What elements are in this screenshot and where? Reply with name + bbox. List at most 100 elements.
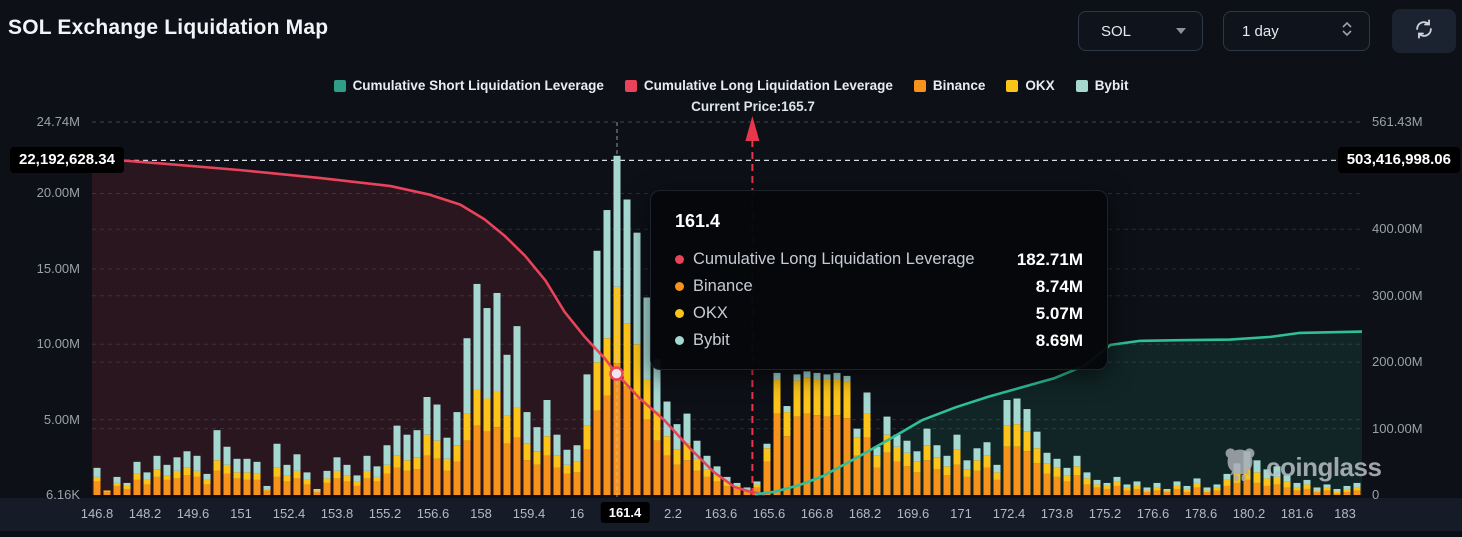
chevron-down-icon	[1176, 28, 1186, 34]
tooltip-series-label: Bybit	[693, 331, 730, 349]
bar-segment-bybit	[263, 485, 271, 489]
bar-segment-bybit	[1223, 473, 1231, 480]
chart-tooltip: 161.4 Cumulative Long Liquidation Levera…	[650, 190, 1108, 370]
legend-item[interactable]: Cumulative Short Liquidation Leverage	[333, 78, 604, 93]
bar-segment-okx	[343, 475, 351, 482]
bar-segment-okx	[513, 407, 521, 438]
bar-segment-binance	[673, 464, 681, 495]
bar-segment-binance	[433, 458, 441, 495]
bar-segment-okx	[1183, 488, 1191, 492]
bar-segment-okx	[763, 448, 771, 462]
bar-segment-okx	[113, 482, 121, 486]
legend-swatch	[1006, 79, 1019, 92]
bar-segment-okx	[213, 460, 221, 471]
bar-segment-binance	[823, 416, 831, 495]
legend-label: Bybit	[1094, 78, 1129, 93]
bar-segment-binance	[443, 470, 451, 495]
bar-segment-okx	[193, 470, 201, 477]
bar-segment-binance	[403, 470, 411, 495]
bar-segment-binance	[1243, 479, 1251, 495]
bar-segment-binance	[273, 476, 281, 495]
bar-segment-binance	[213, 470, 221, 495]
tooltip-series-value: 182.71M	[1016, 249, 1083, 269]
bar-segment-okx	[263, 488, 271, 491]
x-axis-tick: 159.4	[512, 506, 546, 521]
bar-segment-binance	[423, 455, 431, 495]
bar-segment-binance	[513, 437, 521, 495]
max-bar-value-badge: 22,192,628.34	[10, 147, 124, 173]
bar-segment-bybit	[173, 457, 181, 471]
bar-segment-binance	[633, 398, 641, 495]
bar-segment-bybit	[623, 199, 631, 324]
legend-label: Cumulative Short Liquidation Leverage	[352, 78, 604, 93]
bar-segment-bybit	[353, 475, 361, 482]
bar-segment-okx	[663, 436, 671, 456]
bar-segment-bybit	[863, 392, 871, 414]
legend-label: Binance	[932, 78, 986, 93]
bar-segment-binance	[833, 415, 841, 495]
bar-segment-okx	[493, 390, 501, 428]
bar-segment-binance	[203, 484, 211, 495]
bar-segment-okx	[583, 425, 591, 450]
bar-segment-binance	[983, 467, 991, 495]
legend-item[interactable]: OKX	[1006, 78, 1055, 93]
legend-item[interactable]: Cumulative Long Liquidation Leverage	[624, 78, 893, 93]
bar-segment-bybit	[1163, 488, 1171, 491]
x-axis-tick: 158	[470, 506, 492, 521]
bar-segment-okx	[303, 479, 311, 485]
bar-segment-okx	[1333, 491, 1341, 494]
bar-segment-binance	[1353, 490, 1361, 495]
bar-segment-binance	[563, 473, 571, 495]
bar-segment-binance	[613, 363, 621, 495]
updown-chevrons-icon	[1341, 21, 1353, 41]
bar-segment-okx	[1053, 467, 1061, 477]
bar-segment-okx	[453, 445, 461, 462]
legend-item[interactable]: Binance	[913, 78, 986, 93]
bar-segment-okx	[963, 469, 971, 477]
bar-segment-binance	[1323, 490, 1331, 495]
bar-segment-binance	[773, 413, 781, 495]
bar-segment-bybit	[903, 440, 911, 453]
bar-segment-bybit	[673, 424, 681, 450]
bar-segment-okx	[903, 452, 911, 467]
bar-segment-binance	[903, 466, 911, 495]
tooltip-row: Cumulative Long Liquidation Leverage 182.…	[675, 246, 1083, 273]
legend-item[interactable]: Bybit	[1075, 78, 1129, 93]
bar-segment-okx	[1203, 490, 1211, 492]
bar-segment-bybit	[283, 464, 291, 476]
left-axis-tick: 15.00M	[36, 260, 80, 276]
symbol-select[interactable]: SOL	[1078, 11, 1203, 51]
bar-segment-okx	[1013, 424, 1021, 447]
bar-segment-bybit	[333, 457, 341, 471]
interval-select[interactable]: 1 day	[1223, 11, 1370, 51]
bar-segment-okx	[633, 344, 641, 399]
series-dot-icon	[675, 255, 684, 264]
refresh-button[interactable]	[1392, 9, 1456, 53]
bar-segment-bybit	[843, 375, 851, 382]
bar-segment-binance	[153, 476, 161, 495]
bar-segment-bybit	[893, 434, 901, 447]
bar-segment-binance	[1213, 490, 1221, 495]
bar-segment-bybit	[483, 308, 491, 399]
bar-segment-okx	[1313, 490, 1321, 492]
bar-segment-binance	[413, 469, 421, 495]
bar-segment-binance	[583, 449, 591, 495]
bar-segment-okx	[1273, 476, 1281, 485]
bar-segment-okx	[793, 380, 801, 417]
bar-segment-okx	[543, 436, 551, 456]
bar-segment-okx	[573, 461, 581, 473]
bar-segment-okx	[1263, 478, 1271, 486]
x-axis-tick: 175.2	[1088, 506, 1122, 521]
hover-marker	[609, 366, 624, 381]
bar-segment-okx	[813, 378, 821, 416]
bar-segment-okx	[253, 473, 261, 480]
bar-segment-binance	[573, 472, 581, 495]
current-price-label: Current Price:165.7	[691, 99, 815, 114]
bar-segment-okx	[1253, 472, 1261, 483]
x-axis-tick: 156.6	[416, 506, 450, 521]
bar-segment-bybit	[653, 359, 661, 413]
bar-segment-binance	[863, 437, 871, 495]
bar-segment-okx	[723, 481, 731, 486]
bar-segment-okx	[933, 457, 941, 470]
